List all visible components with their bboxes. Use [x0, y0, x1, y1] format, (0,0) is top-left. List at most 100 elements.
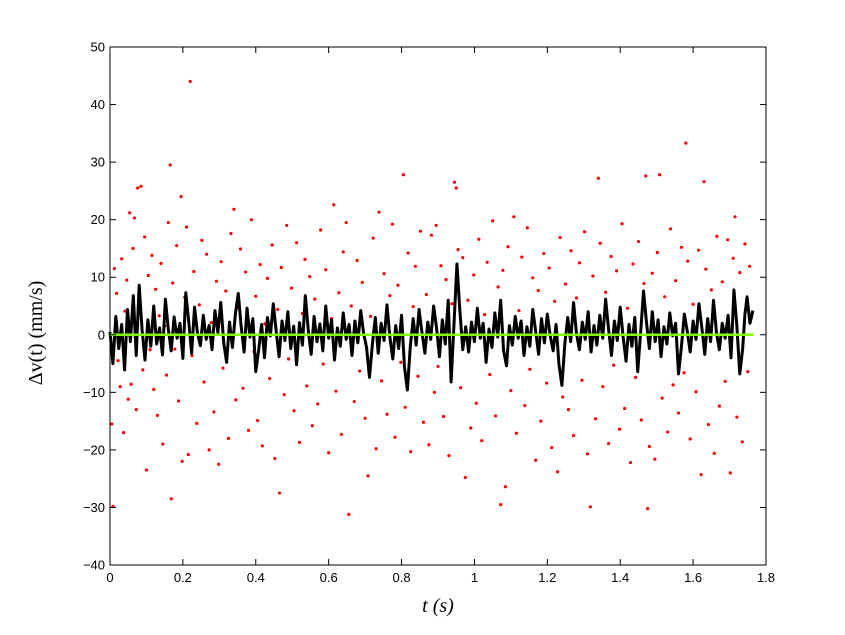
scatter-point — [396, 283, 400, 287]
plot-area — [110, 47, 766, 565]
scatter-point — [499, 502, 503, 507]
scatter-point — [214, 279, 219, 283]
scatter-point — [403, 405, 407, 409]
scatter-point — [112, 266, 116, 271]
scatter-point — [461, 256, 465, 260]
scatter-point — [424, 292, 428, 297]
scatter-point — [265, 276, 270, 280]
scatter-point — [169, 497, 173, 501]
scatter-point — [684, 141, 688, 145]
scatter-point — [432, 390, 436, 394]
scatter-point — [382, 272, 386, 276]
scatter-point — [118, 384, 122, 389]
scatter-point — [159, 261, 163, 266]
scatter-point — [631, 262, 635, 266]
scatter-point — [506, 245, 510, 249]
scatter-point — [545, 381, 549, 385]
scatter-point — [286, 357, 291, 361]
scatter-point — [368, 314, 373, 318]
scatter-point — [171, 281, 175, 285]
axes-frame — [109, 46, 767, 566]
scatter-point — [406, 251, 410, 255]
scatter-point — [676, 411, 681, 415]
scatter-point — [558, 235, 562, 240]
scatter-point — [399, 360, 403, 364]
scatter-point — [474, 401, 478, 405]
scatter-point — [188, 79, 192, 84]
scatter-point — [520, 255, 524, 259]
scatter-point — [131, 246, 135, 251]
scatter-point — [574, 296, 579, 300]
scatter-point — [297, 440, 302, 445]
scatter-point — [663, 295, 667, 299]
scatter-point — [195, 421, 199, 426]
scatter-point — [469, 426, 473, 430]
scatter-point — [735, 415, 739, 419]
line-series-layer — [108, 262, 755, 392]
y-axis-label: Δv(t) (mm/s) — [25, 281, 47, 386]
scatter-point — [585, 452, 590, 456]
scatter-point — [704, 267, 708, 271]
x-tick-label: 1.4 — [611, 570, 629, 585]
scatter-point — [566, 408, 571, 412]
scatter-point — [657, 173, 662, 177]
scatter-point — [509, 389, 513, 393]
scatter-point — [123, 309, 127, 313]
plot-background — [110, 47, 766, 565]
x-tick-label: 1.6 — [684, 570, 702, 585]
scatter-point — [379, 379, 384, 383]
scatter-point — [463, 475, 467, 480]
scatter-point — [577, 261, 582, 265]
scatter-point — [456, 248, 460, 252]
scatter-point — [620, 222, 624, 226]
scatter-point — [279, 265, 283, 270]
scatter-point — [390, 222, 395, 226]
scatter-point — [360, 280, 364, 284]
scatter-point — [136, 186, 140, 190]
scatter-point — [660, 396, 664, 400]
scatter-point — [512, 215, 516, 219]
scatter-point — [173, 347, 177, 351]
scatter-point — [706, 422, 711, 427]
scatter-point — [454, 186, 458, 190]
scatter-point — [493, 414, 498, 418]
scatter-point — [161, 442, 165, 446]
scatter-point — [514, 431, 518, 435]
scatter-point — [738, 271, 742, 275]
scatter-point — [241, 386, 245, 390]
y-tick-label: −20 — [83, 442, 105, 457]
scatter-point — [197, 303, 201, 307]
scatter-point — [606, 441, 611, 446]
scatter-point — [477, 237, 481, 241]
scatter-series — [110, 79, 754, 516]
y-tick-label: 0 — [98, 327, 105, 342]
scatter-point — [202, 380, 206, 384]
scatter-point — [229, 231, 233, 236]
scatter-point — [596, 176, 600, 180]
scatter-point — [303, 257, 307, 261]
scatter-point — [636, 239, 641, 244]
scatter-point — [728, 471, 732, 475]
x-tick-label: 1.8 — [757, 570, 775, 585]
scatter-point — [277, 491, 282, 495]
scatter-point — [517, 309, 521, 313]
scatter-point — [666, 430, 670, 434]
scatter-point — [347, 512, 351, 516]
scatter-point — [144, 468, 149, 472]
x-axis-label: t (s) — [422, 595, 454, 617]
scatter-point — [503, 485, 508, 489]
scatter-point — [418, 229, 423, 233]
scatter-point — [679, 245, 684, 249]
scatter-point — [726, 238, 730, 242]
x-tick-label: 1.2 — [538, 570, 556, 585]
scatter-point — [285, 223, 289, 228]
scatter-point — [444, 277, 448, 282]
scatter-point — [588, 505, 592, 509]
scatter-point — [569, 249, 573, 253]
scatter-point — [212, 410, 216, 414]
scatter-point — [421, 420, 426, 424]
scatter-point — [472, 273, 476, 277]
x-tick-label: 1 — [471, 570, 478, 585]
y-tick-label: 30 — [91, 155, 105, 170]
scatter-point — [668, 227, 673, 231]
